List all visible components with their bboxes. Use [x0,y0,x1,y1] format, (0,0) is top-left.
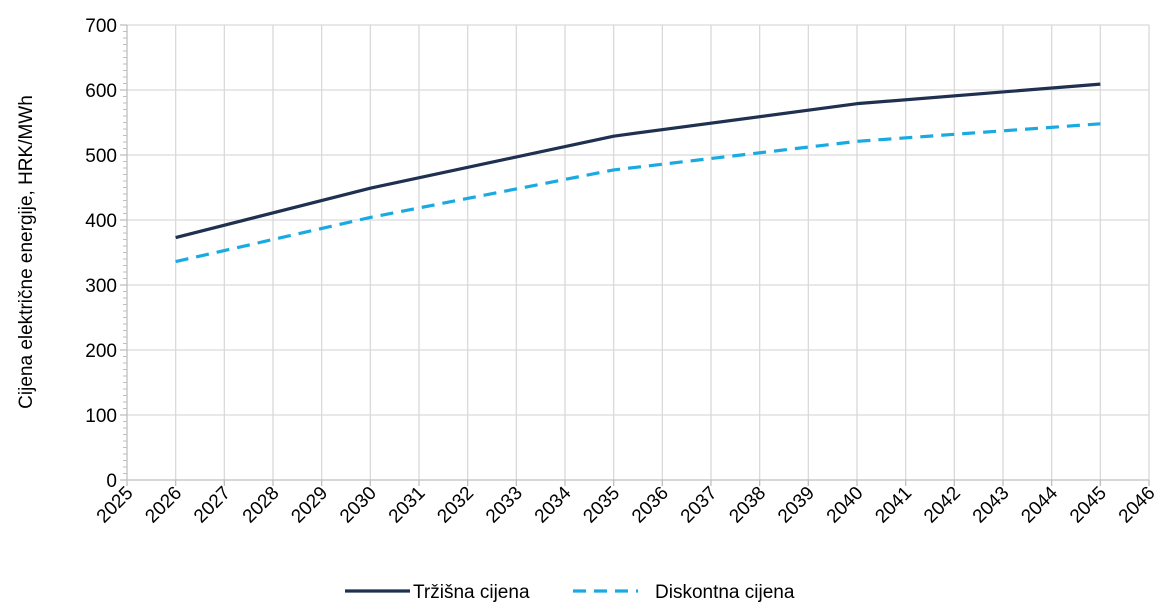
y-tick-label: 400 [85,211,117,232]
legend-label-trzisna: Tržišna cijena [413,582,530,602]
x-tick-label: 2038 [725,483,770,528]
legend: Tržišna cijena Diskontna cijena [345,582,795,602]
x-tick-label: 2032 [433,483,478,528]
y-tick-label: 500 [85,146,117,167]
x-tick-label: 2037 [677,483,722,528]
y-tick-label: 0 [106,471,117,492]
x-tick-label: 2035 [579,483,624,528]
x-tick-label: 2028 [239,483,284,528]
x-tick-label: 2040 [823,483,868,528]
x-tick-label: 2044 [1017,482,1062,527]
x-tick-label: 2045 [1066,483,1111,528]
x-tick-label: 2029 [287,483,332,528]
x-tick-label: 2042 [920,483,965,528]
x-tick-label: 2036 [628,483,673,528]
x-tick-label: 2030 [336,483,381,528]
series-line-1 [175,122,1101,264]
x-tick-label: 2033 [482,483,527,528]
y-tick-label: 700 [85,16,117,37]
series-line-0 [175,82,1101,240]
x-tick-label: 2043 [969,483,1014,528]
x-tick-label: 2031 [385,483,430,528]
x-tick-label: 2039 [774,483,819,528]
y-tick-label: 600 [85,81,117,102]
x-tick-label: 2041 [871,483,916,528]
y-tick-labels: 0 100 200 300 400 500 600 700 [85,16,117,492]
x-tick-label: 2046 [1115,483,1156,528]
y-axis-title: Cijena električne energije, HRK/MWh [16,95,37,409]
grid [127,24,1150,480]
y-tick-label: 200 [85,341,117,362]
x-tick-labels: 2025 2026 2027 2028 2029 2030 2031 2032 2033 2034… [93,482,1156,527]
x-tick-label: 2026 [141,483,186,528]
axes [120,24,1150,486]
x-tick-label: 2027 [190,483,235,528]
y-tick-label: 100 [85,406,117,427]
series-lines [175,82,1101,264]
x-tick-label: 2034 [531,482,576,527]
legend-label-diskontna: Diskontna cijena [655,582,795,602]
y-tick-label: 300 [85,276,117,297]
